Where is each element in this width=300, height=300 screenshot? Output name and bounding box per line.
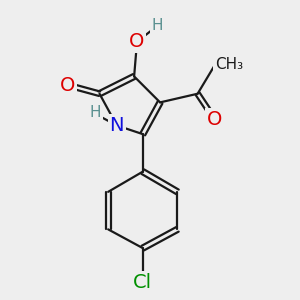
Text: O: O [129, 32, 145, 51]
Text: Cl: Cl [133, 273, 152, 292]
Text: H: H [89, 105, 101, 120]
Text: CH₃: CH₃ [215, 57, 243, 72]
Text: N: N [110, 116, 124, 135]
Text: H: H [152, 18, 163, 33]
Text: O: O [207, 110, 223, 129]
Text: O: O [60, 76, 75, 94]
